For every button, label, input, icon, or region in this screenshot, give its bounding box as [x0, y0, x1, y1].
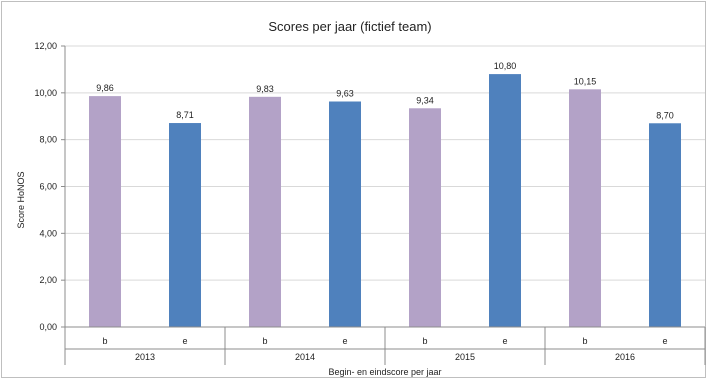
axes-group: 0,00 2,00 4,00 6,00 8,00 10,00 12,00 b e 2013 b e 20… [34, 41, 706, 365]
data-label: 9,86 [96, 83, 114, 93]
bar-2013-e [169, 123, 201, 327]
chart-title: Scores per jaar (fictief team) [268, 19, 431, 34]
category-label: e [342, 336, 347, 346]
bar-2015-b [409, 108, 441, 327]
category-label: b [102, 336, 107, 346]
data-label: 10,15 [574, 76, 597, 86]
gridlines [65, 45, 705, 281]
data-label: 8,70 [656, 110, 674, 120]
data-label: 9,34 [416, 95, 434, 105]
category-label: e [182, 336, 187, 346]
category-label: e [502, 336, 507, 346]
y-axis-label: Score HoNOS [16, 171, 26, 228]
y-tick-label: 0,00 [39, 322, 57, 332]
year-label: 2013 [135, 352, 155, 362]
data-label: 10,80 [494, 61, 517, 71]
bar-2016-e [649, 123, 681, 328]
year-label: 2015 [455, 352, 475, 362]
category-label: b [582, 336, 587, 346]
bar-2013-b [89, 96, 121, 327]
y-tick-label: 12,00 [34, 41, 57, 51]
year-label: 2016 [615, 352, 635, 362]
category-label: e [662, 336, 667, 346]
y-tick-label: 4,00 [39, 228, 57, 238]
bars-group: 9,86 8,71 9,83 9,63 9,34 10,80 10,15 8,70 [89, 61, 681, 328]
bar-2014-b [249, 96, 281, 327]
data-label: 9,63 [336, 88, 354, 98]
category-label: b [262, 336, 267, 346]
y-tick-label: 6,00 [39, 182, 57, 192]
category-label: b [422, 336, 427, 346]
y-tick-label: 2,00 [39, 275, 57, 285]
data-label: 9,83 [256, 84, 274, 94]
bar-2016-b [569, 89, 601, 327]
bar-2015-e [489, 74, 521, 327]
bar-2014-e [329, 101, 361, 327]
y-tick-label: 10,00 [34, 88, 57, 98]
x-axis-label: Begin- en eindscore per jaar [328, 367, 441, 377]
data-label: 8,71 [176, 110, 194, 120]
year-label: 2014 [295, 352, 315, 362]
y-tick-label: 8,00 [39, 135, 57, 145]
